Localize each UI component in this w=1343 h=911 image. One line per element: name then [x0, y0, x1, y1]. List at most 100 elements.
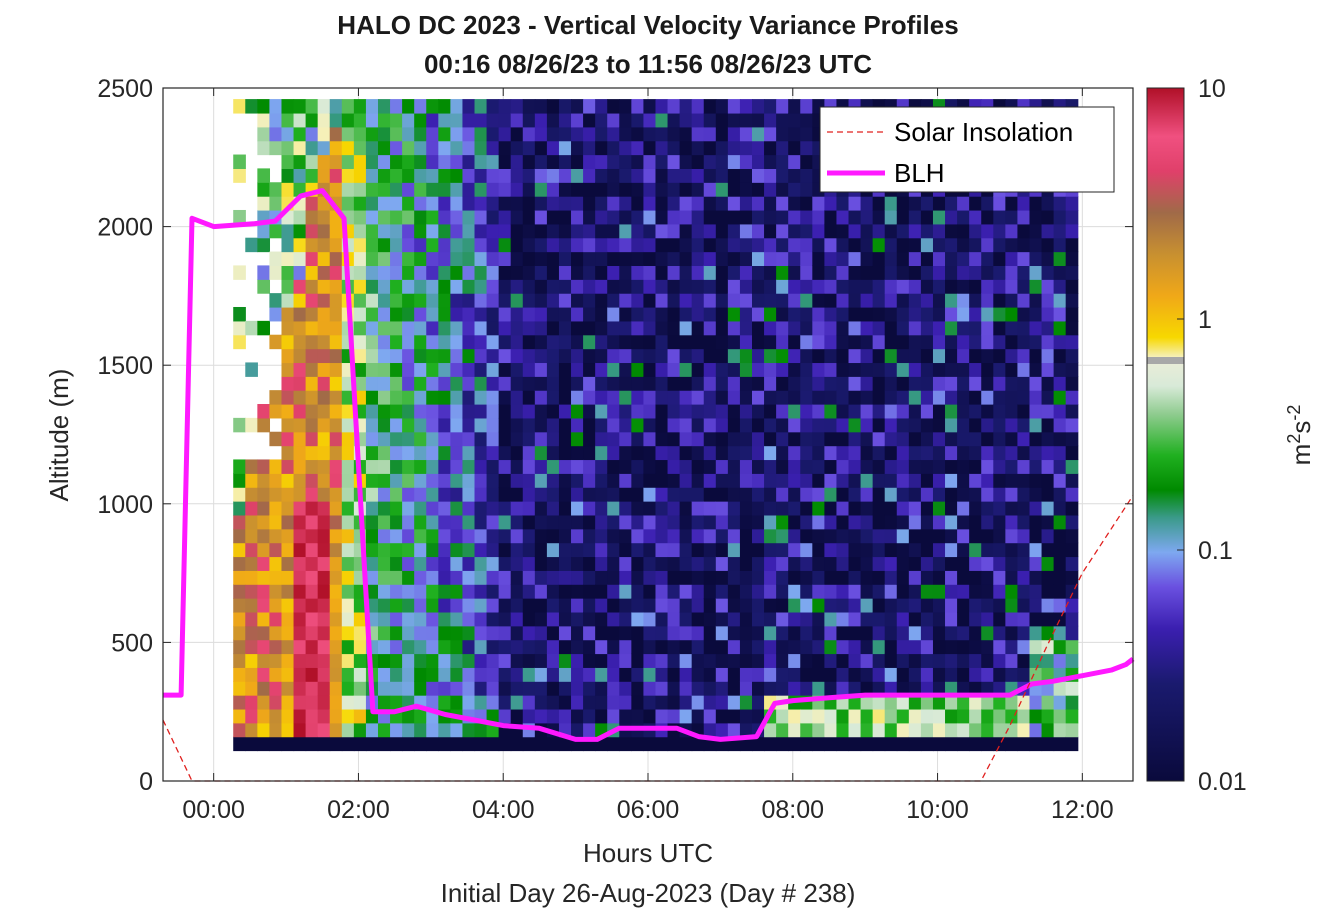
heatmap-cell	[739, 667, 753, 682]
heatmap-cell	[414, 99, 427, 114]
heatmap-cell	[788, 223, 801, 239]
heatmap-cell	[474, 570, 488, 585]
heatmap-cell	[462, 126, 476, 142]
heatmap-cell	[486, 695, 500, 710]
heatmap-cell	[643, 306, 657, 322]
heatmap-cell	[293, 681, 307, 696]
heatmap-cell	[908, 390, 922, 405]
heatmap-cell	[752, 459, 765, 474]
heatmap-cell	[920, 362, 934, 377]
heatmap-cell	[353, 223, 367, 239]
heatmap-cell	[558, 556, 572, 571]
heatmap-cell	[1041, 209, 1055, 225]
heatmap-cell	[390, 99, 403, 114]
heatmap-cell	[1065, 653, 1079, 668]
heatmap-cell	[679, 598, 693, 613]
heatmap-cell	[438, 196, 451, 211]
heatmap-cell	[993, 196, 1006, 211]
heatmap-cell	[474, 348, 488, 364]
heatmap-cell	[257, 639, 271, 655]
heatmap-cell	[462, 223, 476, 239]
heatmap-cell	[377, 140, 391, 156]
heatmap-cell	[402, 542, 415, 558]
heatmap-cell	[908, 334, 922, 350]
heatmap-cell	[824, 625, 838, 641]
heatmap-cell	[583, 209, 596, 225]
heatmap-cell	[414, 459, 427, 474]
heatmap-cell	[450, 237, 464, 253]
heatmap-cell	[571, 112, 584, 128]
heatmap-cell	[438, 611, 451, 627]
heatmap-cell	[498, 376, 512, 391]
heatmap-cell	[957, 362, 970, 377]
heatmap-cell	[450, 306, 464, 322]
heatmap-cell	[558, 209, 572, 225]
heatmap-cell	[739, 237, 753, 253]
heatmap-cell	[510, 376, 524, 391]
heatmap-cell	[727, 639, 741, 655]
heatmap-cell	[438, 445, 451, 461]
heatmap-cell	[764, 362, 777, 377]
heatmap-cell	[836, 459, 850, 474]
heatmap-cell	[450, 431, 464, 447]
heatmap-cell	[836, 501, 850, 516]
heatmap-cell	[498, 390, 512, 405]
heatmap-cell	[752, 570, 765, 585]
heatmap-cell	[776, 473, 789, 488]
heatmap-cell	[377, 390, 391, 405]
heatmap-cell	[341, 598, 355, 613]
heatmap-cell	[462, 168, 476, 183]
heatmap-cell	[257, 722, 271, 738]
heatmap-cell	[317, 154, 331, 169]
heatmap-cell	[365, 501, 379, 516]
heatmap-cell	[800, 445, 813, 461]
heatmap-cell	[462, 445, 476, 461]
colorbar-tick-label: 0.1	[1198, 537, 1233, 565]
heatmap-cell	[414, 639, 427, 655]
heatmap-cell	[341, 390, 355, 405]
heatmap-cell	[438, 667, 451, 682]
heatmap-cell	[667, 639, 681, 655]
heatmap-cell	[800, 223, 813, 239]
heatmap-cell	[1053, 501, 1067, 516]
heatmap-cell	[764, 736, 777, 752]
heatmap-cell	[607, 445, 620, 461]
heatmap-cell	[932, 473, 946, 488]
heatmap-cell	[764, 237, 777, 253]
heatmap-cell	[583, 667, 596, 682]
heatmap-cell	[643, 376, 657, 391]
heatmap-cell	[329, 528, 343, 544]
heatmap-cell	[293, 431, 307, 447]
colorbar-tick-label: 10	[1198, 75, 1226, 103]
heatmap-cell	[715, 611, 729, 627]
heatmap-cell	[281, 154, 295, 169]
heatmap-cell	[510, 320, 524, 336]
heatmap-cell	[715, 390, 729, 405]
heatmap-cell	[293, 501, 307, 516]
heatmap-cell	[1005, 625, 1019, 641]
heatmap-cell	[679, 528, 693, 544]
heatmap-cell	[269, 112, 283, 128]
heatmap-cell	[860, 279, 874, 294]
heatmap-cell	[860, 667, 874, 682]
heatmap-cell	[426, 196, 439, 211]
heatmap-cell	[438, 154, 451, 169]
heatmap-cell	[1029, 487, 1043, 502]
heatmap-cell	[353, 209, 367, 225]
heatmap-cell	[474, 279, 488, 294]
heatmap-cell	[691, 736, 705, 752]
heatmap-cell	[233, 459, 246, 474]
heatmap-cell	[727, 556, 741, 571]
heatmap-cell	[619, 112, 632, 128]
heatmap-cell	[462, 681, 476, 696]
heatmap-cell	[317, 306, 331, 322]
heatmap-cell	[534, 140, 548, 156]
heatmap-cell	[957, 487, 970, 502]
heatmap-cell	[583, 473, 596, 488]
heatmap-cell	[1029, 473, 1043, 488]
heatmap-cell	[1065, 390, 1079, 405]
heatmap-cell	[884, 265, 898, 280]
heatmap-cell	[800, 182, 813, 197]
heatmap-cell	[776, 362, 789, 377]
heatmap-cell	[293, 598, 307, 613]
